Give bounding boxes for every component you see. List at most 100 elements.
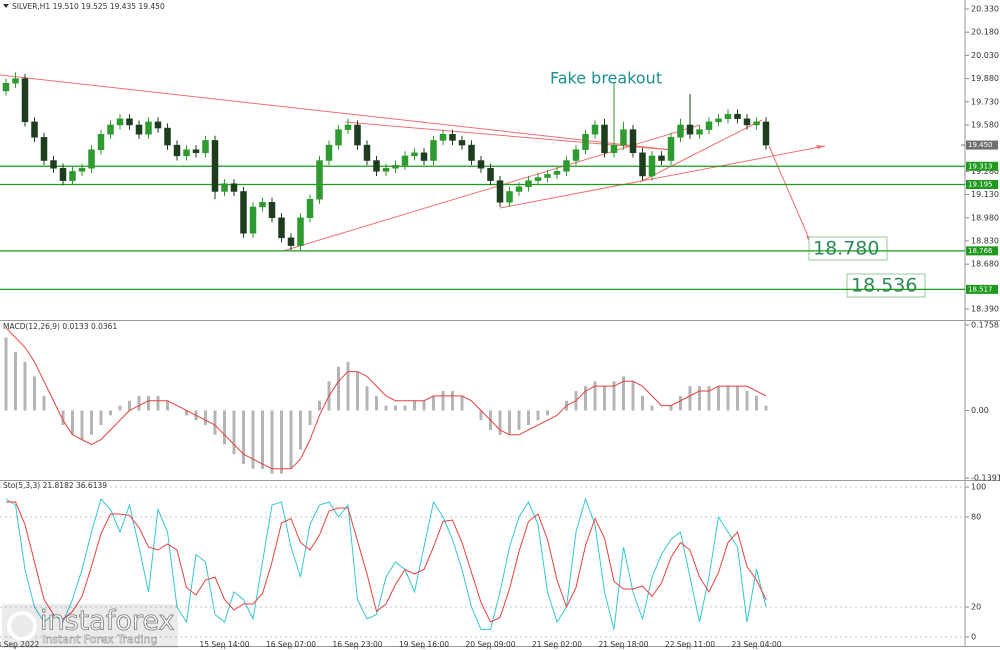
candle-body <box>572 149 580 161</box>
macd-bar <box>71 410 74 435</box>
macd-bar <box>679 395 682 411</box>
x-tick-label: 13 Sep 2022 <box>0 640 39 649</box>
macd-bar <box>546 410 549 416</box>
candle-body <box>629 129 637 154</box>
logo-tagline: Instant Forex Trading <box>42 633 158 646</box>
macd-bar <box>365 386 369 411</box>
candle-body <box>31 121 38 138</box>
x-tick-label: 21 Sep 18:00 <box>598 640 648 649</box>
candle-body <box>458 140 466 146</box>
macd-bar <box>612 381 616 411</box>
macd-bar <box>698 386 701 411</box>
candle-body <box>69 171 76 181</box>
candle-body <box>382 168 390 172</box>
macd-bar <box>33 376 36 411</box>
candle-body <box>344 124 352 130</box>
candle-body <box>401 155 409 166</box>
x-tick-label: 16 Sep 07:00 <box>266 640 316 649</box>
macd-bar <box>622 376 625 411</box>
trendline <box>0 74 673 151</box>
y-tick-label: 20 <box>971 603 981 612</box>
macd-bar <box>308 410 312 426</box>
candle-body <box>88 149 95 169</box>
candle-body <box>724 113 732 120</box>
candle-body <box>677 124 684 138</box>
candle-body <box>259 202 266 208</box>
macd-bar <box>270 410 274 474</box>
candle-body <box>762 121 770 146</box>
level-label: 18.766 <box>968 247 993 255</box>
y-tick-label: 100 <box>971 483 986 492</box>
macd-bar <box>688 386 692 411</box>
last-price-label: 19.450 <box>968 141 993 149</box>
candle-body <box>202 140 209 154</box>
level-tag <box>966 284 998 294</box>
candle-body <box>116 118 124 126</box>
level-label: 18.517 <box>968 285 993 293</box>
level-tag <box>966 161 998 171</box>
candle-body <box>544 174 551 178</box>
candle-body <box>610 144 618 154</box>
macd-bar <box>498 410 502 435</box>
y-tick-label: 19.580 <box>971 120 999 129</box>
macd-bar <box>650 405 654 411</box>
candle-body <box>78 168 86 172</box>
candle-body <box>534 177 542 181</box>
macd-bar <box>128 400 131 411</box>
y-tick-label: 20.180 <box>971 28 999 37</box>
candle-body <box>268 202 276 219</box>
macd-bar <box>280 410 283 474</box>
candle-body <box>240 191 247 234</box>
candle-body <box>278 217 285 239</box>
macd-bar <box>232 410 236 455</box>
x-tick-label: 19 Sep 16:00 <box>399 640 449 649</box>
candle-body <box>506 191 513 203</box>
macd-bar <box>23 361 27 411</box>
candle-body <box>449 133 456 141</box>
candle-body <box>230 183 238 192</box>
candle-body <box>667 137 675 161</box>
candle-body <box>21 78 29 123</box>
candle-body <box>686 124 694 135</box>
target-box <box>808 236 888 261</box>
candle-body <box>487 168 494 181</box>
macd-signal-line <box>5 327 767 470</box>
candle-body <box>591 124 599 135</box>
macd-bar <box>375 395 378 411</box>
candle-body <box>430 140 437 161</box>
macd-bar <box>4 337 8 411</box>
macd-bar <box>517 410 521 430</box>
candle-body <box>192 149 200 154</box>
y-tick-label: 18.830 <box>971 236 999 245</box>
candle-body <box>107 124 114 135</box>
y-tick-label: 18.680 <box>971 260 999 269</box>
macd-bar <box>508 410 511 435</box>
candle-body <box>50 160 57 169</box>
macd-bar <box>384 405 388 411</box>
y-tick-label: -0.1391 <box>971 474 1000 483</box>
macd-bar <box>147 395 150 411</box>
panel-title: MACD(12,26,9) 0.0133 0.0361 <box>3 322 117 331</box>
panel-title: Sto(5,3,3) 21.8182 36.6139 <box>3 481 107 490</box>
candle-body <box>335 129 342 146</box>
macd-bar <box>479 410 483 421</box>
level-tag <box>966 180 998 190</box>
candle-body <box>705 121 713 130</box>
candle-body <box>325 144 333 161</box>
macd-bar <box>669 405 673 411</box>
candle-body <box>173 144 181 157</box>
macd-bar <box>223 410 226 445</box>
candle-body <box>135 124 143 135</box>
macd-bar <box>204 410 207 426</box>
macd-bar <box>61 410 65 426</box>
y-tick-label: 0.00 <box>971 406 989 415</box>
candle-body <box>639 152 646 177</box>
macd-bar <box>432 395 435 411</box>
candle-body <box>477 160 485 169</box>
panel-title: SILVER,H1 19.510 19.525 19.435 19.450 <box>12 2 165 11</box>
y-tick-label: 80 <box>971 513 981 522</box>
arrow-head <box>816 145 825 149</box>
macd-bar <box>717 386 720 411</box>
candle-body <box>164 127 171 146</box>
macd-bar <box>394 405 397 411</box>
